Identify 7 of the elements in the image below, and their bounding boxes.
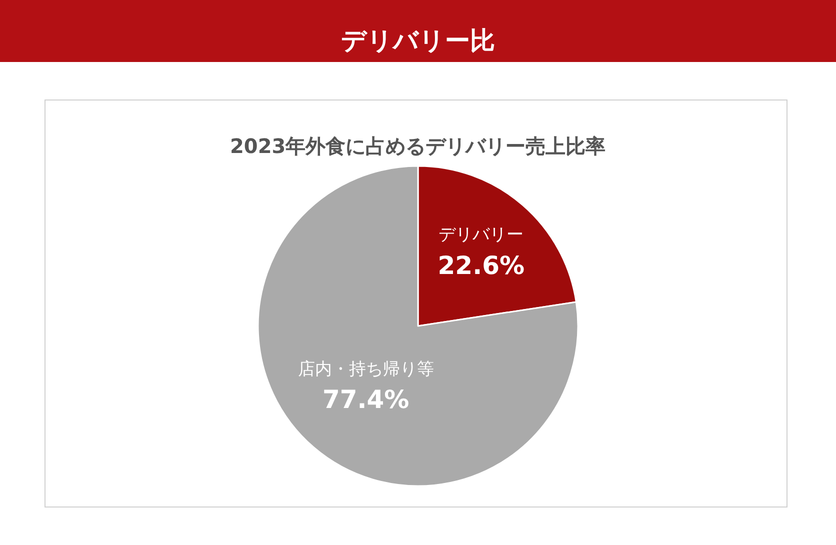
chart-title: デリバリー比 [341, 26, 495, 55]
data-label: 77.4% [322, 385, 410, 414]
slice-label: 店内・持ち帰り等 [298, 359, 434, 380]
pie-slice [257, 165, 579, 486]
slice-label: デリバリー [438, 225, 524, 246]
chart-subtitle: 2023年外食に占めるデリバリー売上比率 [230, 134, 606, 158]
data-label: 22.6% [438, 250, 525, 280]
